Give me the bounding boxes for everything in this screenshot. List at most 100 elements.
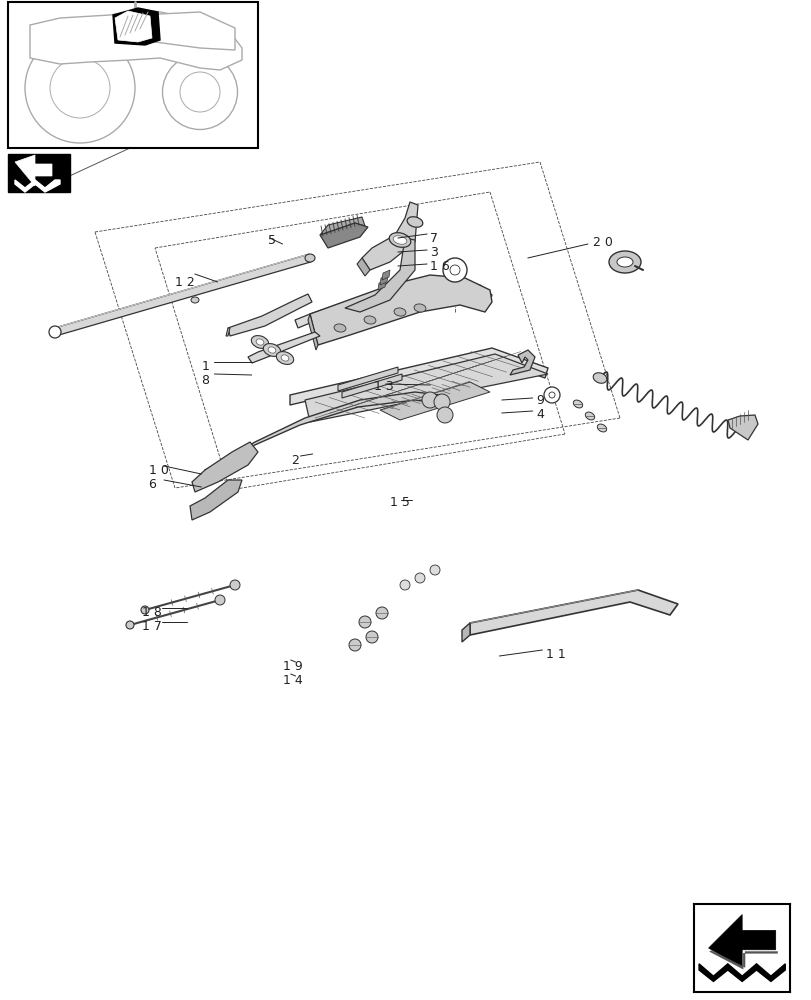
Ellipse shape bbox=[191, 297, 199, 303]
Text: 9: 9 bbox=[535, 393, 543, 406]
Ellipse shape bbox=[268, 347, 276, 353]
Polygon shape bbox=[727, 415, 757, 440]
Polygon shape bbox=[191, 442, 258, 492]
Polygon shape bbox=[15, 180, 60, 192]
Circle shape bbox=[449, 265, 460, 275]
Polygon shape bbox=[115, 11, 152, 42]
Circle shape bbox=[366, 631, 378, 643]
Text: 1: 1 bbox=[201, 360, 209, 372]
Ellipse shape bbox=[573, 400, 582, 408]
Text: 1 7: 1 7 bbox=[142, 619, 161, 632]
Polygon shape bbox=[380, 382, 489, 420]
Text: 5: 5 bbox=[268, 233, 276, 246]
Text: 1 6: 1 6 bbox=[430, 260, 449, 273]
Polygon shape bbox=[54, 254, 311, 336]
Polygon shape bbox=[708, 915, 775, 967]
Polygon shape bbox=[362, 202, 418, 270]
Text: 4: 4 bbox=[535, 408, 543, 420]
Ellipse shape bbox=[333, 324, 345, 332]
Text: 1 5: 1 5 bbox=[389, 495, 409, 508]
Polygon shape bbox=[305, 354, 547, 422]
Ellipse shape bbox=[597, 424, 606, 432]
Text: 1 2: 1 2 bbox=[174, 275, 194, 288]
Text: 3: 3 bbox=[430, 245, 438, 258]
Ellipse shape bbox=[25, 33, 135, 143]
Polygon shape bbox=[345, 238, 414, 312]
Polygon shape bbox=[139, 12, 234, 50]
Ellipse shape bbox=[388, 233, 410, 247]
Text: 6: 6 bbox=[148, 478, 157, 490]
Polygon shape bbox=[247, 332, 320, 363]
Ellipse shape bbox=[393, 236, 406, 244]
Text: 2: 2 bbox=[290, 454, 298, 466]
Ellipse shape bbox=[414, 304, 426, 312]
Polygon shape bbox=[698, 964, 784, 981]
Polygon shape bbox=[337, 367, 397, 391]
Circle shape bbox=[436, 407, 453, 423]
Text: 1 1: 1 1 bbox=[545, 648, 564, 660]
Ellipse shape bbox=[406, 217, 423, 227]
Ellipse shape bbox=[162, 54, 237, 130]
Polygon shape bbox=[190, 480, 242, 520]
Polygon shape bbox=[470, 590, 677, 635]
Polygon shape bbox=[320, 223, 367, 248]
Ellipse shape bbox=[255, 339, 264, 345]
Ellipse shape bbox=[276, 352, 294, 364]
Circle shape bbox=[230, 580, 240, 590]
Ellipse shape bbox=[608, 251, 640, 273]
Ellipse shape bbox=[393, 308, 406, 316]
Circle shape bbox=[400, 580, 410, 590]
Polygon shape bbox=[341, 374, 401, 398]
Ellipse shape bbox=[281, 355, 289, 361]
Text: 1 0: 1 0 bbox=[148, 464, 168, 477]
Ellipse shape bbox=[49, 326, 61, 338]
Ellipse shape bbox=[251, 336, 268, 348]
Ellipse shape bbox=[180, 72, 220, 112]
Circle shape bbox=[414, 573, 424, 583]
Circle shape bbox=[443, 258, 466, 282]
Polygon shape bbox=[320, 217, 365, 235]
Circle shape bbox=[430, 565, 440, 575]
Polygon shape bbox=[307, 314, 318, 350]
Ellipse shape bbox=[363, 316, 375, 324]
Polygon shape bbox=[709, 951, 777, 969]
Circle shape bbox=[349, 639, 361, 651]
Ellipse shape bbox=[126, 621, 134, 629]
Polygon shape bbox=[380, 275, 388, 285]
Circle shape bbox=[422, 392, 437, 408]
Circle shape bbox=[358, 616, 371, 628]
Polygon shape bbox=[225, 328, 230, 336]
Circle shape bbox=[543, 387, 560, 403]
Bar bbox=[8, 2, 258, 148]
Ellipse shape bbox=[50, 58, 109, 118]
Polygon shape bbox=[113, 8, 160, 45]
Polygon shape bbox=[381, 270, 389, 280]
Polygon shape bbox=[310, 275, 491, 345]
Circle shape bbox=[548, 392, 554, 398]
Polygon shape bbox=[30, 10, 242, 70]
Ellipse shape bbox=[585, 412, 594, 420]
Circle shape bbox=[375, 607, 388, 619]
Text: 1 9: 1 9 bbox=[282, 660, 302, 672]
Polygon shape bbox=[228, 294, 311, 336]
Polygon shape bbox=[294, 280, 491, 328]
Text: 1 8: 1 8 bbox=[142, 605, 161, 618]
Circle shape bbox=[215, 595, 225, 605]
Ellipse shape bbox=[263, 344, 281, 356]
Text: 1 4: 1 4 bbox=[282, 674, 302, 686]
FancyBboxPatch shape bbox=[8, 154, 70, 192]
Text: 2 0: 2 0 bbox=[592, 235, 611, 248]
Polygon shape bbox=[378, 280, 385, 290]
Ellipse shape bbox=[593, 373, 606, 383]
Polygon shape bbox=[509, 350, 534, 375]
Text: 1 3: 1 3 bbox=[373, 379, 393, 392]
Polygon shape bbox=[461, 623, 470, 642]
Polygon shape bbox=[290, 348, 547, 405]
Ellipse shape bbox=[305, 254, 315, 262]
Text: 7: 7 bbox=[430, 232, 438, 244]
Ellipse shape bbox=[616, 257, 633, 267]
Circle shape bbox=[433, 394, 449, 410]
Ellipse shape bbox=[141, 606, 148, 614]
Polygon shape bbox=[204, 392, 444, 476]
Polygon shape bbox=[15, 155, 52, 186]
